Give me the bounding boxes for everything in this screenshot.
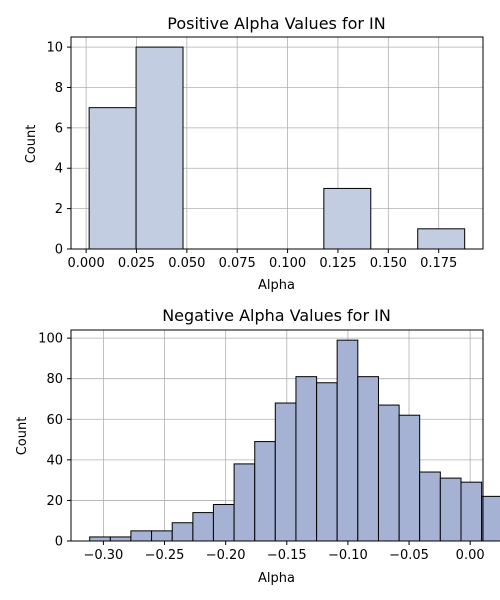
x-tick-label: −0.30	[83, 548, 123, 563]
y-tick-label: 40	[46, 453, 63, 468]
x-axis-label: Alpha	[258, 278, 295, 293]
histogram-bar	[398, 414, 421, 542]
y-axis-label: Count	[15, 417, 30, 456]
y-tick-label: 80	[46, 372, 63, 387]
histogram-bar	[460, 481, 483, 542]
histogram-bar	[357, 376, 379, 542]
x-tick-label: 0.000	[68, 256, 105, 271]
x-tick-label: 0.100	[269, 256, 306, 271]
histogram-bar	[419, 471, 441, 542]
x-tick-label: −0.15	[267, 548, 307, 563]
x-tick-label: −0.25	[145, 548, 185, 563]
histogram-bar	[171, 522, 194, 542]
axes-frame	[70, 36, 484, 250]
y-axis-label: Count	[24, 125, 39, 164]
x-tick-label: 0.050	[168, 256, 205, 271]
histogram-bar	[481, 495, 500, 542]
bars	[89, 339, 500, 542]
histogram-bar	[192, 512, 214, 542]
histogram-bar	[254, 441, 276, 542]
histogram-bar	[417, 228, 466, 250]
y-tick-label: 6	[55, 121, 63, 136]
x-axis-label: Alpha	[258, 571, 295, 586]
x-tick-label: 0.025	[118, 256, 155, 271]
x-tick-label: −0.10	[328, 548, 368, 563]
histogram-bar	[130, 530, 153, 542]
x-tick-label: −0.20	[206, 548, 246, 563]
histogram-bar	[135, 46, 184, 250]
histogram-bar	[274, 402, 297, 542]
histogram-bar	[89, 536, 111, 542]
y-tick-label: 4	[55, 162, 63, 177]
negative-alpha-histogram: Negative Alpha Values for IN Alpha Count…	[15, 306, 500, 586]
histogram-bar	[151, 530, 173, 542]
axes-frame	[70, 329, 484, 542]
y-tick-label: 0	[55, 243, 63, 258]
x-tick-label: 0.125	[319, 256, 356, 271]
x-tick-label: 0.00	[456, 548, 485, 563]
bars	[88, 46, 466, 250]
histogram-bar	[377, 404, 400, 542]
y-tick-label: 60	[46, 413, 63, 428]
x-tick-label: 0.150	[370, 256, 407, 271]
histogram-bar	[233, 463, 256, 542]
histogram-bar	[323, 187, 372, 250]
y-tick-label: 0	[55, 535, 63, 550]
y-tick-label: 8	[55, 81, 63, 96]
histogram-bar	[212, 503, 235, 542]
histogram-bar	[336, 339, 359, 542]
histogram-bar	[439, 477, 462, 542]
histogram-bar	[88, 107, 137, 250]
chart-title: Positive Alpha Values for IN	[167, 14, 385, 33]
x-tick-label: −0.05	[389, 548, 429, 563]
chart-title: Negative Alpha Values for IN	[162, 306, 391, 325]
histogram-bar	[109, 536, 132, 542]
histogram-bar	[316, 382, 338, 542]
x-tick-label: 0.175	[420, 256, 457, 271]
x-tick-label: 0.075	[219, 256, 256, 271]
y-tick-label: 10	[46, 41, 63, 56]
y-tick-label: 2	[55, 202, 63, 217]
histogram-bar	[295, 376, 318, 542]
y-tick-label: 100	[38, 332, 63, 347]
positive-alpha-histogram: Positive Alpha Values for IN Alpha Count…	[24, 14, 484, 293]
y-tick-label: 20	[46, 494, 63, 509]
